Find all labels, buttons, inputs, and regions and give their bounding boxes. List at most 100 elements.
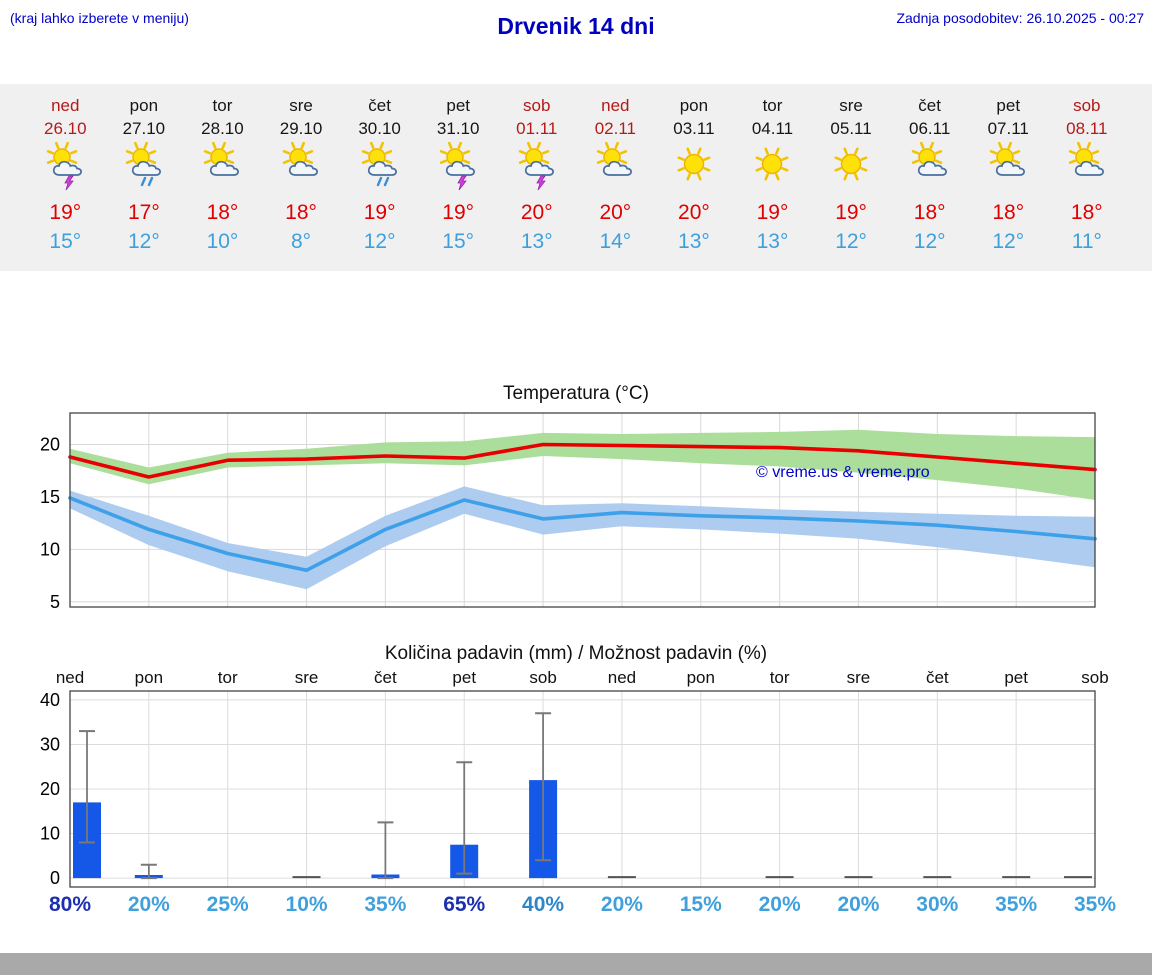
low-temp: 12° — [913, 230, 946, 253]
precip-probability: 35% — [995, 893, 1037, 916]
svg-text:0: 0 — [50, 868, 60, 888]
svg-text:20: 20 — [40, 434, 60, 454]
sun-icon — [834, 147, 868, 181]
high-temp: 19° — [835, 201, 867, 224]
low-temp: 12° — [363, 230, 396, 253]
weather-icon — [183, 141, 262, 196]
precip-chart-title: Količina padavin (mm) / Možnost padavin … — [384, 643, 768, 664]
forecast-band: ned 26.10 19° 15° pon 27.10 17° 12° tor 28.10 18° 1… — [0, 84, 1152, 271]
high-temp: 20° — [520, 201, 553, 224]
low-temp: 12° — [992, 230, 1025, 253]
high-temp: 19° — [363, 201, 396, 224]
forecast-day-column[interactable]: sob 08.11 18° 11° — [1048, 94, 1127, 255]
header: (kraj lahko izberete v meniju) Drvenik 1… — [0, 0, 1152, 46]
low-temp: 13° — [678, 230, 710, 253]
forecast-day-column[interactable]: sob 01.11 20° 13° — [497, 94, 576, 255]
forecast-day-column[interactable]: pon 03.11 20° 13° — [655, 94, 734, 255]
sun-cloud-icon — [282, 141, 318, 176]
sun-cloud-lightning-icon — [47, 141, 83, 191]
day-name: pon — [679, 96, 709, 115]
high-temp: 18° — [913, 201, 946, 224]
precip-probability: 35% — [364, 893, 406, 916]
low-temp: 13° — [756, 230, 789, 253]
day-date: 07.11 — [987, 119, 1029, 138]
day-name: sob — [523, 96, 551, 115]
precip-probability: 20% — [601, 893, 643, 916]
precip-day-label: čet — [926, 668, 949, 687]
forecast-day-column[interactable]: ned 02.11 20° 14° — [576, 94, 655, 255]
forecast-day-column[interactable]: tor 28.10 18° 10° — [183, 94, 262, 255]
low-temp: 15° — [49, 230, 82, 253]
sun-cloud-icon — [597, 141, 633, 176]
svg-text:10: 10 — [40, 539, 60, 559]
precip-day-label: sob — [1081, 668, 1108, 687]
forecast-day-column[interactable]: tor 04.11 19° 13° — [733, 94, 812, 255]
weather-icon — [576, 141, 655, 196]
low-temp: 14° — [599, 230, 632, 253]
forecast-day-column[interactable]: ned 26.10 19° 15° — [26, 94, 105, 255]
weather-icon — [812, 142, 891, 196]
weather-icon — [497, 141, 576, 196]
forecast-day-column[interactable]: sre 05.11 19° 12° — [812, 94, 891, 255]
precip-day-label: sob — [529, 668, 556, 687]
low-temp: 15° — [442, 230, 475, 253]
high-temp: 19° — [49, 201, 82, 224]
day-date: 27.10 — [122, 119, 166, 138]
sun-cloud-lightning-icon — [439, 141, 476, 191]
precip-day-label: ned — [56, 668, 84, 687]
day-name: ned — [601, 96, 630, 115]
watermark: © vreme.us & vreme.pro — [756, 464, 930, 481]
forecast-day-column[interactable]: čet 30.10 19° 12° — [340, 94, 419, 255]
precip-chart-svg: 0 10 20 30 40 ned pon tor sre čet pet sob ned pon tor s… — [40, 668, 1116, 916]
day-date: 31.10 — [436, 119, 480, 138]
forecast-day-column[interactable]: pet 31.10 19° 15° — [419, 94, 498, 255]
temperature-chart-svg: 5 10 15 20 © vreme.us & vreme.pro — [40, 412, 1097, 612]
page-title: Drvenik 14 dni — [497, 13, 655, 39]
svg-text:5: 5 — [50, 592, 60, 612]
sun-cloud-lightning-icon — [518, 141, 554, 191]
day-name: ned — [51, 96, 80, 115]
sun-cloud-icon — [204, 141, 240, 176]
day-date: 01.11 — [516, 119, 558, 138]
forecast-day-column[interactable]: pet 07.11 18° 12° — [969, 94, 1048, 255]
low-temp: 8° — [290, 230, 312, 253]
day-name: pet — [996, 96, 1021, 115]
low-temp: 13° — [520, 230, 553, 253]
day-name: tor — [212, 96, 233, 115]
svg-text:30: 30 — [40, 734, 60, 754]
day-name: sre — [839, 96, 863, 115]
sun-cloud-icon — [990, 141, 1026, 176]
day-date: 08.11 — [1066, 119, 1108, 138]
precip-day-label: sre — [847, 668, 871, 687]
day-name: sob — [1073, 96, 1101, 115]
forecast-day-column[interactable]: čet 06.11 18° 12° — [890, 94, 969, 255]
day-date: 02.11 — [594, 119, 636, 138]
high-temp: 19° — [442, 201, 475, 224]
precip-day-label: pon — [687, 668, 715, 687]
sun-cloud-rain-icon — [361, 141, 397, 187]
day-date: 03.11 — [673, 119, 715, 138]
high-temp: 20° — [678, 201, 710, 224]
low-temp: 12° — [835, 230, 867, 253]
menu-hint: (kraj lahko izberete v meniju) — [10, 10, 189, 26]
temperature-chart-title: Temperatura (°C) — [503, 383, 649, 404]
precip-probability: 40% — [522, 893, 564, 916]
precip-probability: 65% — [443, 893, 485, 916]
weather-icon — [1048, 141, 1127, 196]
precip-probability: 20% — [128, 893, 170, 916]
day-name: tor — [762, 96, 783, 115]
svg-text:10: 10 — [40, 824, 60, 844]
high-temp: 19° — [756, 201, 789, 224]
weather-icon — [890, 141, 969, 196]
precip-probability: 10% — [286, 893, 328, 916]
day-name: čet — [368, 96, 391, 115]
low-temp: 11° — [1071, 230, 1102, 253]
forecast-day-column[interactable]: pon 27.10 17° 12° — [105, 94, 184, 255]
forecast-day-column[interactable]: sre 29.10 18° 8° — [262, 94, 341, 255]
sun-icon — [755, 147, 789, 181]
high-temp: 18° — [206, 201, 239, 224]
precip-day-label: tor — [770, 668, 790, 687]
weather-icon — [969, 141, 1048, 196]
precip-day-label: pon — [135, 668, 163, 687]
